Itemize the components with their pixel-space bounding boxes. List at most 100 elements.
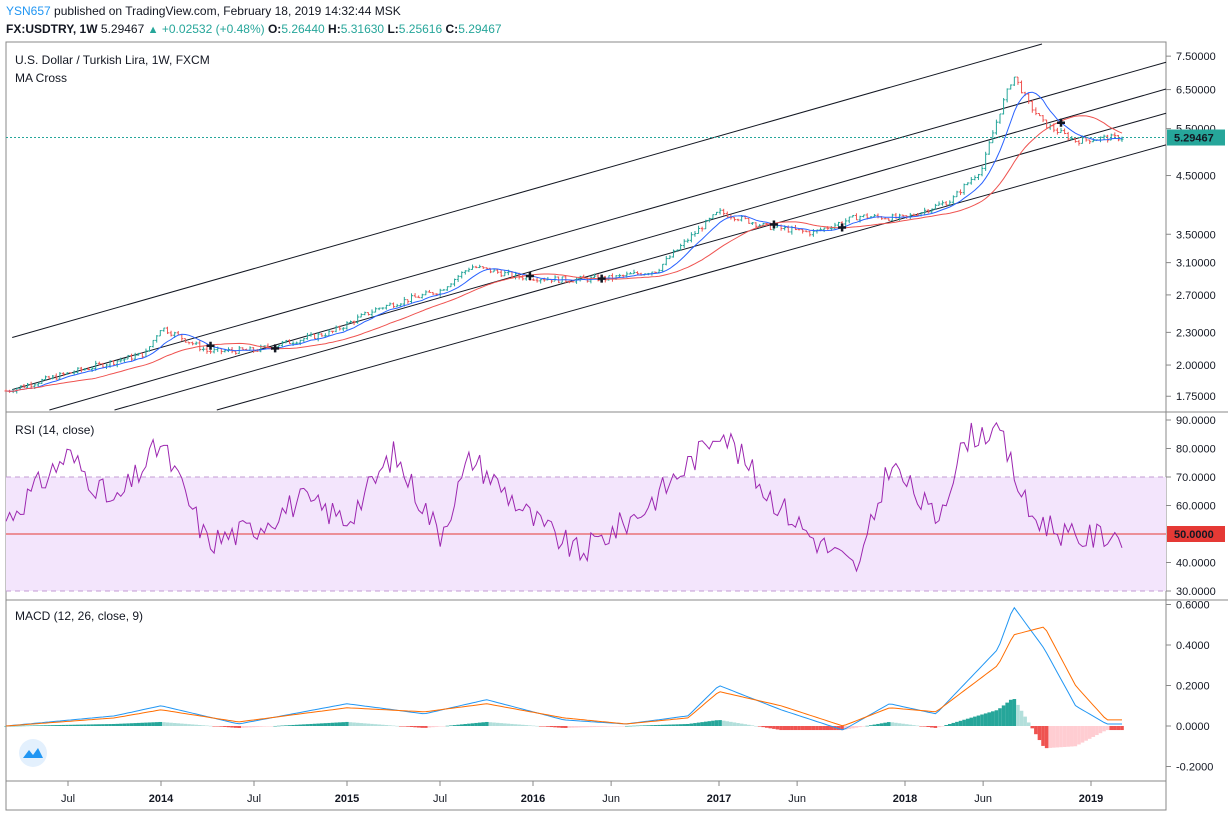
macd-histogram-bar [194, 724, 198, 726]
rsi-tick-label: 30.0000 [1176, 586, 1216, 598]
low-label: L: [387, 22, 399, 36]
macd-histogram-bar [843, 726, 848, 730]
macd-histogram-bar [251, 726, 256, 728]
macd-histogram-bar [492, 722, 496, 726]
macd-histogram-bar [223, 726, 227, 727]
macd-tick-label: 0.2000 [1176, 681, 1210, 693]
macd-histogram-bar [693, 723, 697, 726]
macd-pane[interactable]: 0.6000 0.4000 0.2000 0.0000 -0.2000 [4, 600, 1213, 774]
macd-histogram-bar [86, 724, 91, 726]
macd-histogram-bar [273, 725, 277, 727]
ma-cross-marker [597, 274, 606, 283]
macd-histogram-bar [241, 726, 245, 728]
rsi-mid-badge [1167, 526, 1225, 542]
macd-histogram-bar [944, 725, 948, 726]
macd-histogram-bar [1105, 726, 1110, 731]
macd-histogram-bar [409, 726, 414, 728]
macd-histogram-bar [804, 726, 809, 731]
macd-histogram-bar [499, 723, 504, 726]
macd-histogram-bar [535, 725, 539, 727]
time-axis[interactable]: Jul 2014 Jul 2015 Jul 2016 Jun 2017 Jun 2018 Jun 20… [61, 781, 1103, 805]
macd-histogram-bar [779, 726, 783, 731]
macd-histogram-bar [467, 723, 471, 726]
macd-histogram-bar [729, 721, 733, 726]
macd-histogram-bar [865, 725, 870, 727]
macd-histogram-bar [915, 725, 920, 727]
macd-histogram-bar [104, 724, 109, 726]
tradingview-logo-icon[interactable] [19, 739, 47, 767]
macd-histogram-bar [298, 724, 303, 726]
macd-histogram-bar [126, 723, 130, 726]
macd-histogram-bar [510, 723, 514, 726]
macd-histogram-bar [420, 726, 425, 728]
price-pane[interactable]: 7.500006.500005.500004.500003.500003.100… [4, 43, 1226, 411]
macd-histogram-bar [962, 719, 966, 726]
published-text: published on TradingView.com, February 1… [54, 4, 401, 18]
macd-histogram-bar [933, 726, 938, 728]
macd-histogram-bar [352, 722, 356, 726]
macd-histogram-bar [983, 713, 988, 726]
macd-histogram-bar [1019, 710, 1024, 726]
username-link[interactable]: YSN657 [6, 4, 51, 18]
macd-histogram-bar [650, 725, 654, 726]
macd-histogram-bar [183, 723, 188, 726]
last-price-badge [1167, 129, 1225, 146]
macd-histogram-bar [646, 725, 651, 726]
macd-histogram-bar [391, 725, 396, 727]
macd-histogram-bar [621, 726, 626, 727]
macd-histogram-bar [284, 725, 288, 726]
macd-histogram-bar [937, 726, 941, 728]
macd-histogram-bar [93, 724, 98, 726]
macd-histogram-bar [133, 723, 137, 726]
macd-tick-label: -0.2000 [1176, 762, 1213, 774]
chart-frame [5, 41, 1167, 811]
macd-histogram-bar [1026, 722, 1031, 726]
macd-histogram-bar [413, 726, 417, 728]
macd-histogram-bar [119, 723, 123, 726]
macd-histogram-bar [786, 726, 791, 731]
macd-histogram-bar [639, 725, 643, 727]
macd-histogram-bar [567, 726, 572, 728]
macd-histogram-bar [761, 726, 765, 728]
rsi-tick-label: 80.0000 [1176, 444, 1216, 456]
macd-histogram-bar [596, 726, 600, 727]
macd-histogram-bar [696, 722, 701, 726]
macd-histogram-bar [291, 724, 295, 726]
macd-histogram-bar [169, 722, 173, 726]
rsi-pane[interactable]: 90.0000 80.0000 70.0000 60.0000 40.0000 30.00… [5, 415, 1225, 598]
macd-histogram-bar [718, 720, 722, 726]
macd-histogram-bar [1023, 716, 1027, 726]
publish-line: YSN657 published on TradingView.com, Feb… [6, 4, 401, 18]
macd-histogram-bar [818, 726, 823, 731]
open-value: 5.26440 [281, 22, 325, 36]
macd-histogram-bar [919, 726, 923, 727]
macd-histogram-bar [1095, 726, 1099, 736]
macd-histogram-bar [463, 724, 468, 726]
macd-histogram-bar [553, 726, 557, 728]
macd-histogram-bar [671, 724, 676, 726]
macd-histogram-bar [424, 726, 428, 728]
macd-histogram-bar [65, 724, 69, 726]
macd-histogram-bar [947, 723, 952, 726]
macd-histogram-bar [233, 726, 238, 728]
macd-histogram-bar [248, 726, 252, 728]
time-tick-label: 2018 [893, 793, 917, 805]
macd-histogram-bar [624, 725, 629, 727]
macd-histogram-bar [1034, 726, 1038, 735]
macd-histogram-bar [675, 724, 679, 726]
macd-histogram-bar [406, 726, 410, 727]
macd-histogram-bar [528, 725, 532, 726]
macd-histogram-bar [136, 722, 141, 726]
ohlc-line: FX:USDTRY, 1W 5.29467 ▲ +0.02532 (+0.48%… [6, 22, 502, 36]
macd-histogram-bar [653, 725, 658, 726]
rsi-tick-label: 70.0000 [1176, 472, 1216, 484]
macd-histogram-bar [215, 726, 220, 727]
price-tick-label: 6.50000 [1176, 85, 1216, 97]
macd-histogram-bar [894, 722, 898, 726]
macd-histogram-bar [610, 726, 615, 727]
ma-slow-line [5, 115, 1123, 392]
macd-histogram-bar [147, 722, 152, 726]
macd-histogram-bar [68, 724, 73, 726]
macd-histogram-bar [1001, 705, 1006, 726]
